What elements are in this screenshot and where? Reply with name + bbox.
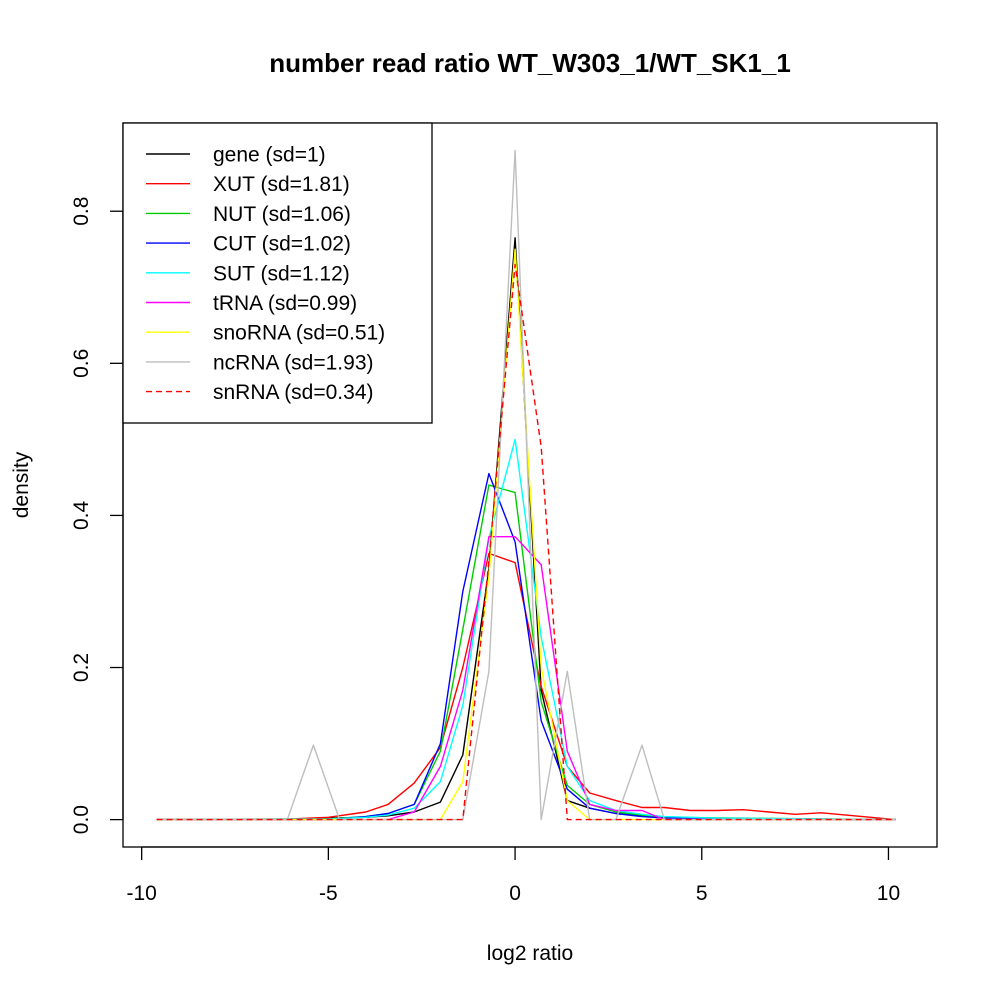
series-layer <box>156 149 896 821</box>
x-axis-label: log2 ratio <box>487 942 573 965</box>
legend-label-8: snRNA (sd=0.34) <box>213 381 374 404</box>
legend-label-4: SUT (sd=1.12) <box>213 262 350 285</box>
y-axis-label: density <box>10 451 33 518</box>
series-line-6 <box>156 248 896 821</box>
y-tick-label: 0.4 <box>70 501 93 531</box>
legend-label-6: snoRNA (sd=0.51) <box>213 322 385 345</box>
x-tick-label: -10 <box>126 882 156 905</box>
series-line-4 <box>156 438 896 821</box>
series-line-8 <box>156 263 896 821</box>
legend: gene (sd=1) XUT (sd=1.81) NUT (sd=1.06) CUT… <box>122 122 433 424</box>
x-tick-label: 0 <box>509 882 521 905</box>
series-line-2 <box>156 484 896 821</box>
legend-label-3: CUT (sd=1.02) <box>213 233 351 256</box>
series-line-7 <box>156 149 896 821</box>
legend-label-5: tRNA (sd=0.99) <box>213 292 357 315</box>
legend-label-0: gene (sd=1) <box>213 144 326 167</box>
x-tick-label: 10 <box>877 882 900 905</box>
series-line-3 <box>156 472 896 821</box>
x-axis: -10 -5 0 5 10 <box>126 846 900 905</box>
y-tick-label: 0.2 <box>70 653 93 682</box>
legend-label-7: ncRNA (sd=1.93) <box>213 351 374 374</box>
chart-title: number read ratio WT_W303_1/WT_SK1_1 <box>269 48 791 78</box>
legend-label-1: XUT (sd=1.81) <box>213 173 350 196</box>
series-line-1 <box>156 552 896 821</box>
series-line-5 <box>156 536 896 821</box>
y-tick-label: 0.6 <box>70 349 93 378</box>
legend-label-2: NUT (sd=1.06) <box>213 203 351 226</box>
y-axis: 0.0 0.2 0.4 0.6 0.8 <box>70 197 124 834</box>
x-tick-label: -5 <box>319 882 338 905</box>
x-tick-label: 5 <box>696 882 708 905</box>
y-tick-label: 0.0 <box>70 805 93 834</box>
y-tick-label: 0.8 <box>70 197 93 226</box>
